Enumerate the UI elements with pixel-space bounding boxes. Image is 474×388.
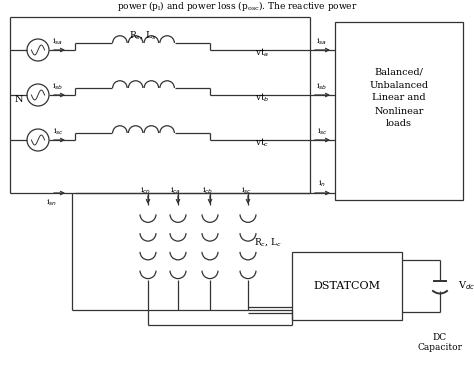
Text: V$_{dc}$: V$_{dc}$ [458,280,474,293]
Text: DC: DC [433,334,447,343]
Bar [292,252,402,320]
Text: Capacitor: Capacitor [418,343,463,353]
Text: i$_{sa}$: i$_{sa}$ [317,37,328,47]
Text: vt$_a$: vt$_a$ [255,47,269,59]
Text: R$_c$, L$_c$: R$_c$, L$_c$ [254,236,282,248]
Text: vt$_b$: vt$_b$ [255,92,270,104]
Text: DSTATCOM: DSTATCOM [313,281,381,291]
Text: i$_{sc}$: i$_{sc}$ [53,127,64,137]
Text: Balanced/: Balanced/ [374,68,423,76]
Text: loads: loads [386,120,412,128]
Text: i$_{sb}$: i$_{sb}$ [316,82,328,92]
Text: vt$_c$: vt$_c$ [255,137,269,149]
Text: i$_{sn}$: i$_{sn}$ [46,198,57,208]
Text: i$_{sa}$: i$_{sa}$ [53,37,64,47]
Text: i$_{cn}$: i$_{cn}$ [140,186,152,196]
Text: Unbalanced: Unbalanced [369,80,428,90]
Text: R$_s$, L$_s$: R$_s$, L$_s$ [129,29,157,41]
Text: i$_{sc}$: i$_{sc}$ [317,127,328,137]
Text: i$_n$: i$_n$ [318,179,326,189]
Text: i$_{sc}$: i$_{sc}$ [240,186,252,196]
Text: power (p$_\mathregular{l}$) and power loss (p$_\mathregular{osc}$). The reactive: power (p$_\mathregular{l}$) and power lo… [117,0,357,13]
Bar [335,22,463,200]
Text: i$_{cb}$: i$_{cb}$ [202,186,214,196]
Text: i$_{ca}$: i$_{ca}$ [170,186,182,196]
Text: N: N [15,95,24,104]
Text: Nonlinear: Nonlinear [374,106,424,116]
Text: Linear and: Linear and [372,94,426,102]
Text: i$_{sb}$: i$_{sb}$ [52,82,64,92]
